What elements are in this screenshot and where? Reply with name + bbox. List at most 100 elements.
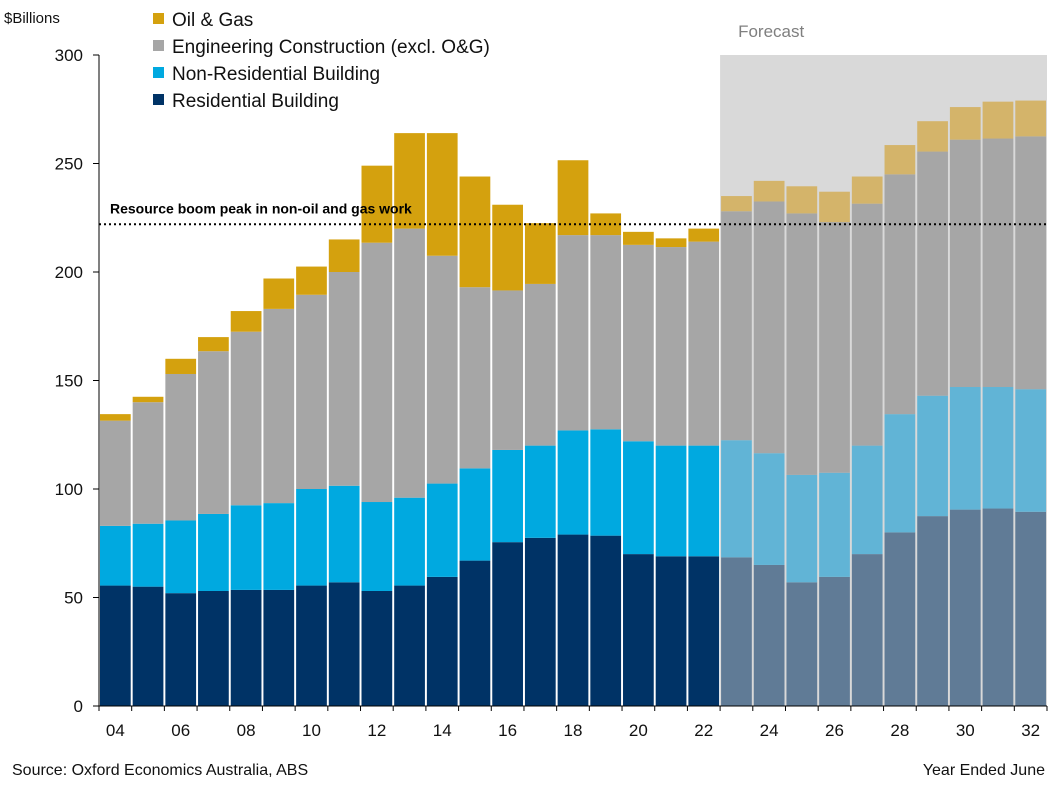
y-tick-label-100: 100 <box>55 480 83 499</box>
bar-oil-gas-13 <box>394 133 425 229</box>
bar-engineering-construction-excl-o-g-04 <box>99 420 131 526</box>
x-tick-label-30: 30 <box>956 721 975 740</box>
bar-engineering-construction-excl-o-g-30 <box>949 139 981 388</box>
bar-residential-building-09 <box>263 589 295 706</box>
x-tick-label-12: 12 <box>367 721 386 740</box>
bar-engineering-construction-excl-o-g-10 <box>296 294 327 489</box>
bar-residential-building-12 <box>361 590 393 706</box>
bar-non-residential-building-05 <box>132 523 164 587</box>
bar-oil-gas-25 <box>786 186 818 214</box>
x-tick-label-10: 10 <box>302 721 321 740</box>
bar-engineering-construction-excl-o-g-16 <box>492 290 523 450</box>
bar-non-residential-building-07 <box>198 513 229 591</box>
y-axis-ticks: 0 50 100 150 200 250 300 <box>55 46 99 716</box>
bar-engineering-construction-excl-o-g-06 <box>165 373 197 521</box>
x-axis-ticks: 04 06 08 10 12 14 16 18 20 22 24 26 28 30 32 <box>98 706 1048 740</box>
bar-non-residential-building-12 <box>361 502 393 591</box>
bar-oil-gas-17 <box>524 223 556 284</box>
bars-group <box>99 100 1047 707</box>
bar-engineering-construction-excl-o-g-08 <box>230 331 262 506</box>
bar-oil-gas-08 <box>230 311 262 332</box>
bar-oil-gas-22 <box>688 228 720 242</box>
bar-residential-building-04 <box>99 585 131 706</box>
bar-engineering-construction-excl-o-g-27 <box>851 203 883 446</box>
bar-oil-gas-16 <box>492 204 523 291</box>
x-tick-label-18: 18 <box>564 721 583 740</box>
bar-engineering-construction-excl-o-g-14 <box>426 255 458 484</box>
bar-non-residential-building-04 <box>99 525 131 586</box>
y-tick-label-300: 300 <box>55 46 83 65</box>
x-tick-label-04: 04 <box>106 721 125 740</box>
source-note: Source: Oxford Economics Australia, ABS <box>12 762 308 779</box>
bar-residential-building-30 <box>949 509 981 706</box>
bar-engineering-construction-excl-o-g-17 <box>524 283 556 446</box>
bar-non-residential-building-27 <box>851 445 883 555</box>
bar-residential-building-11 <box>328 582 360 706</box>
bar-oil-gas-30 <box>949 107 981 140</box>
bar-engineering-construction-excl-o-g-32 <box>1015 136 1047 390</box>
bar-non-residential-building-17 <box>524 445 556 538</box>
bar-engineering-construction-excl-o-g-25 <box>786 213 818 475</box>
bar-non-residential-building-31 <box>982 387 1014 509</box>
bar-engineering-construction-excl-o-g-13 <box>394 228 425 498</box>
bar-engineering-construction-excl-o-g-07 <box>198 351 229 514</box>
bar-non-residential-building-20 <box>623 441 654 555</box>
bar-non-residential-building-24 <box>753 453 785 565</box>
bar-non-residential-building-25 <box>786 474 818 583</box>
bar-engineering-construction-excl-o-g-24 <box>753 201 785 454</box>
bar-oil-gas-15 <box>459 176 491 288</box>
x-tick-label-08: 08 <box>237 721 256 740</box>
bar-oil-gas-29 <box>917 121 948 152</box>
bar-engineering-construction-excl-o-g-22 <box>688 241 720 446</box>
bar-non-residential-building-18 <box>557 430 589 535</box>
y-tick-label-50: 50 <box>64 589 83 608</box>
bar-non-residential-building-14 <box>426 483 458 577</box>
bar-oil-gas-06 <box>165 358 197 374</box>
bar-engineering-construction-excl-o-g-26 <box>819 222 850 473</box>
bar-engineering-construction-excl-o-g-11 <box>328 272 360 486</box>
bar-residential-building-14 <box>426 576 458 706</box>
bar-oil-gas-11 <box>328 239 360 272</box>
resource-boom-peak-annotation: Resource boom peak in non-oil and gas wo… <box>110 200 412 216</box>
bar-residential-building-08 <box>230 589 262 706</box>
legend-label-residential-building: Residential Building <box>172 91 339 112</box>
bar-residential-building-23 <box>721 557 752 706</box>
bar-oil-gas-04 <box>99 414 131 421</box>
bar-non-residential-building-30 <box>949 387 981 510</box>
legend-swatch-engineering-construction-excl-o-g <box>153 40 164 51</box>
bar-residential-building-15 <box>459 560 491 706</box>
bar-non-residential-building-32 <box>1015 389 1047 512</box>
bar-oil-gas-28 <box>884 145 916 175</box>
bar-non-residential-building-28 <box>884 414 916 533</box>
bar-residential-building-25 <box>786 582 818 706</box>
bar-oil-gas-24 <box>753 180 785 202</box>
legend-swatch-residential-building <box>153 94 164 105</box>
bar-non-residential-building-23 <box>721 440 752 558</box>
forecast-label: Forecast <box>738 22 804 41</box>
x-axis-label: Year Ended June <box>923 762 1045 779</box>
bar-non-residential-building-08 <box>230 505 262 590</box>
bar-non-residential-building-09 <box>263 503 295 590</box>
x-tick-label-22: 22 <box>694 721 713 740</box>
bar-residential-building-29 <box>917 516 948 707</box>
bar-oil-gas-14 <box>426 133 458 256</box>
x-tick-label-20: 20 <box>629 721 648 740</box>
legend-label-non-residential-building: Non-Residential Building <box>172 64 380 85</box>
legend-swatch-oil-gas <box>153 13 164 24</box>
x-tick-label-26: 26 <box>825 721 844 740</box>
bar-non-residential-building-19 <box>590 429 622 536</box>
bar-residential-building-32 <box>1015 511 1047 706</box>
bar-residential-building-19 <box>590 535 622 706</box>
x-tick-label-28: 28 <box>890 721 909 740</box>
bar-oil-gas-31 <box>982 101 1014 139</box>
y-tick-label-150: 150 <box>55 372 83 391</box>
x-tick-label-14: 14 <box>433 721 452 740</box>
bar-non-residential-building-26 <box>819 472 850 577</box>
bar-residential-building-28 <box>884 532 916 706</box>
legend-label-oil-gas: Oil & Gas <box>172 10 253 31</box>
bar-residential-building-07 <box>198 590 229 706</box>
legend-swatch-non-residential-building <box>153 67 164 78</box>
x-tick-label-06: 06 <box>171 721 190 740</box>
legend: Oil & Gas Engineering Construction (excl.… <box>153 10 490 112</box>
bar-residential-building-20 <box>623 554 654 706</box>
